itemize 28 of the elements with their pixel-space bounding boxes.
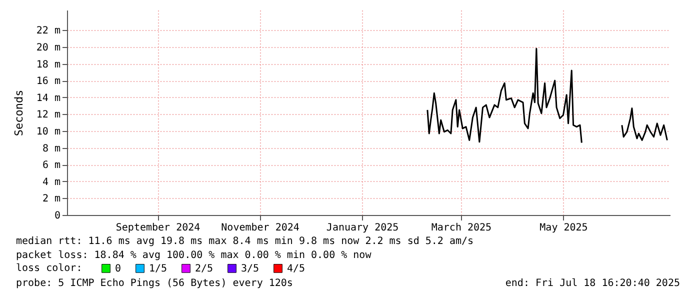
legend-label: 1/5 <box>149 263 168 274</box>
legend-label: 0 <box>115 263 122 274</box>
y-tick-label: 0 <box>54 210 60 222</box>
y-tick-label: 8 m <box>42 143 60 154</box>
y-tick-label: 6 m <box>42 160 60 172</box>
x-tick-label: September 2024 <box>116 222 200 234</box>
y-tick-label: 14 m <box>36 92 60 104</box>
x-tick-label: January 2025 <box>326 222 399 234</box>
y-tick-label: 12 m <box>36 110 60 121</box>
y-axis-title: Seconds <box>12 90 26 136</box>
y-tick-label: 20 m <box>36 42 60 54</box>
y-tick-label: 18 m <box>36 59 60 70</box>
y-tick-label: 10 m <box>36 126 60 138</box>
legend-label: 3/5 <box>241 263 260 274</box>
text: median rtt: 11.6 ms avg 19.8 ms max 8.4 ms min 9.8 ms now 2.2 ms sd 5.2 am/s <box>16 236 474 247</box>
legend-label: 2/5 <box>195 263 214 274</box>
text: probe: 5 ICMP Echo Pings (56 Bytes) every 120s <box>16 278 293 289</box>
legend-label: 4/5 <box>287 263 306 274</box>
x-tick-label: November 2024 <box>221 222 300 234</box>
x-tick-label: May 2025 <box>540 222 588 234</box>
text: packet loss: 18.84 % avg 100.00 % max 0.00 % min 0.00 % now <box>16 250 372 261</box>
y-tick-label: 16 m <box>36 76 60 88</box>
legend-title: loss color: <box>16 263 82 274</box>
y-tick-label: 4 m <box>42 176 60 188</box>
text: end: Fri Jul 18 16:20:40 2025 <box>505 278 680 289</box>
y-tick-label: 2 m <box>42 194 60 205</box>
y-tick-label: 22 m <box>36 26 60 37</box>
x-tick-label: March 2025 <box>431 222 492 234</box>
